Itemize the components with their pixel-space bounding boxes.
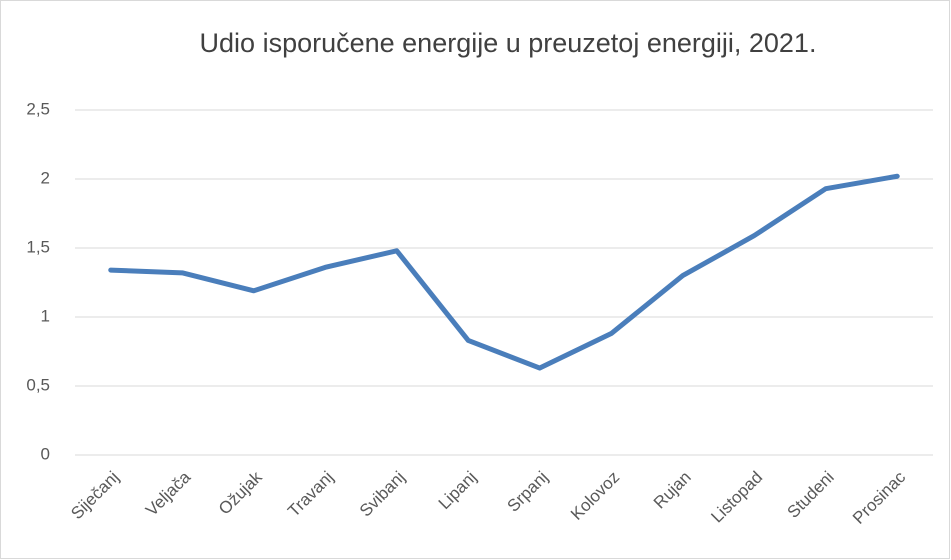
- y-tick-label: 0: [41, 444, 50, 463]
- y-tick-label: 1,5: [26, 237, 50, 256]
- y-tick-label: 1: [41, 306, 50, 325]
- chart-title: Udio isporučene energije u preuzetoj ene…: [200, 28, 817, 58]
- y-tick-label: 0,5: [26, 375, 50, 394]
- y-tick-label: 2,5: [26, 99, 50, 118]
- data-line: [108, 173, 900, 371]
- y-tick-label: 2: [41, 168, 50, 187]
